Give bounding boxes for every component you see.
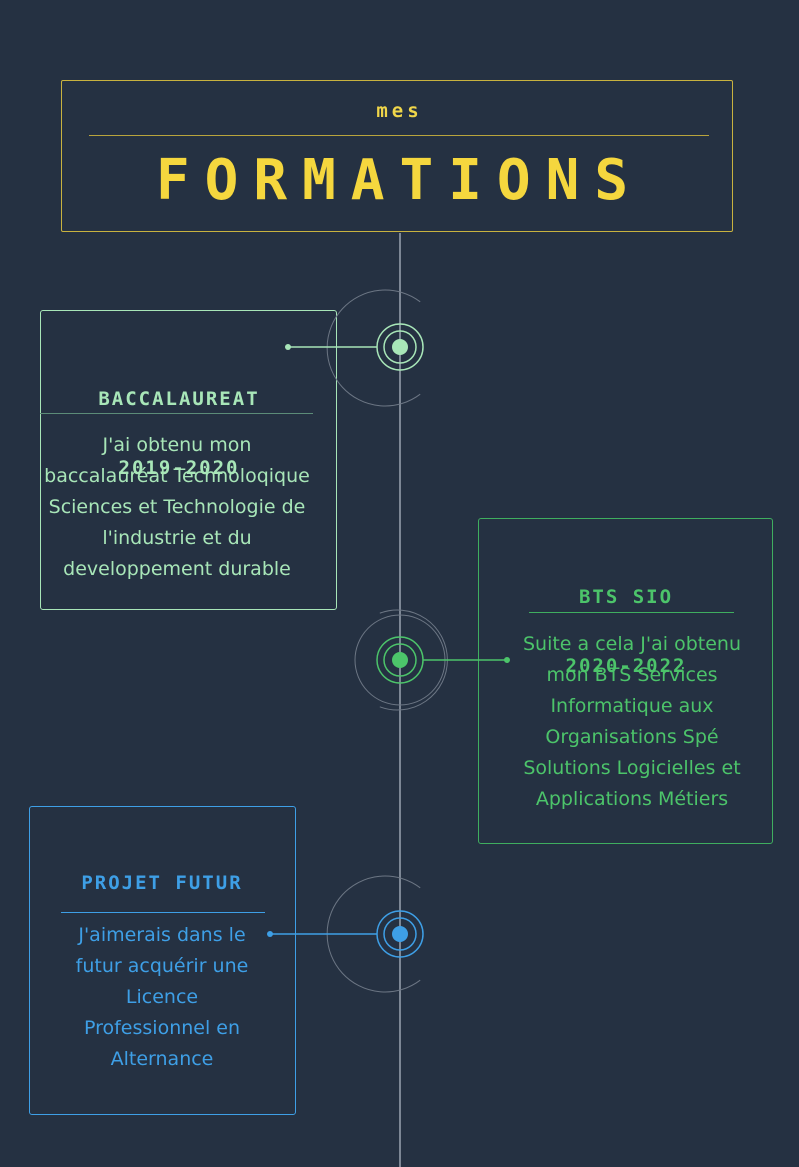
card-bts-sio [478,518,773,844]
title-divider [89,135,709,136]
card-bts-sio-divider [529,612,734,613]
card-baccalaureat-years: 2019-2020 [118,457,240,479]
card-baccalaureat-title-line1: BACCALAUREAT [98,388,260,410]
title-prefix: MES [376,100,423,122]
card-projet-futur-text: J'aimerais dans le futur acquérir une Li… [75,924,249,1070]
title-frame [61,80,733,232]
card-baccalaureat-divider [40,413,313,414]
card-projet-futur-title-line1: PROJET FUTUR [81,872,243,894]
card-bts-sio-text: Suite a cela J'ai obtenu mon BTS Service… [522,633,742,810]
card-bts-sio-title: BTS SIO 2020-2022 [490,540,762,701]
card-bts-sio-title-line1: BTS SIO [578,586,674,608]
card-baccalaureat-text: J'ai obtenu mon baccalauréat Technoloqiq… [44,434,310,580]
page-title: FORMATIONS [155,148,644,213]
card-baccalaureat-title: BACCALAUREAT 2019-2020 [52,342,306,503]
timeline-node-projet-futur [267,875,424,993]
timeline-node-bts-sio [354,609,510,711]
card-bts-sio-years: 2020-2022 [565,655,687,677]
card-projet-futur-divider [61,912,265,913]
card-projet-futur [29,806,296,1115]
timeline-line [399,233,401,1167]
card-baccalaureat [40,310,337,610]
timeline-node-baccalaureat [285,289,424,407]
card-projet-futur-title: PROJET FUTUR [37,826,287,918]
